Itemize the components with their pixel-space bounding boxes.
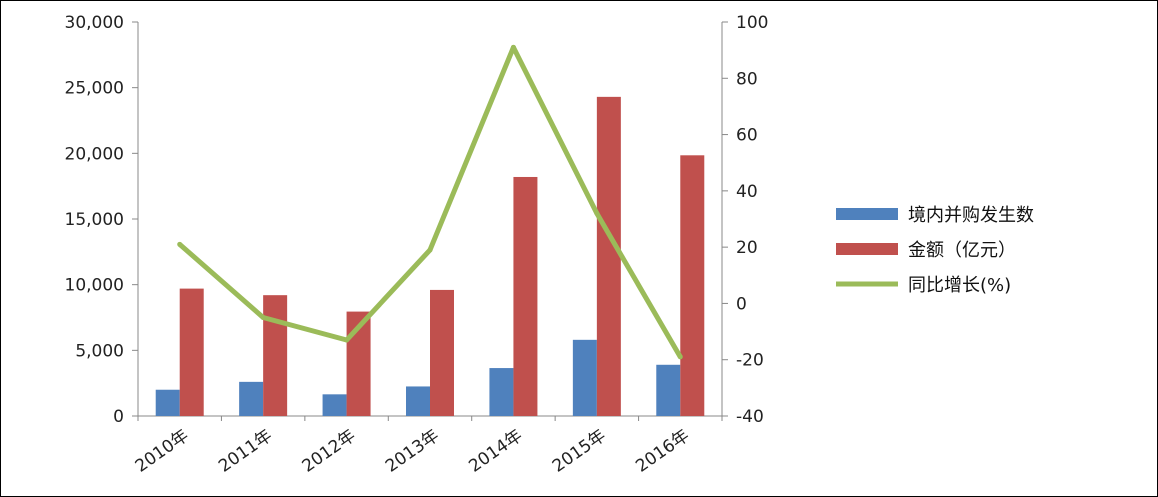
bar: [596, 96, 621, 417]
growth-line: [177, 44, 683, 360]
legend-label: 同比增长(%): [908, 275, 1011, 296]
right-tick-label: 80: [736, 69, 758, 89]
bar: [489, 368, 514, 416]
right-tick-label: -20: [736, 351, 764, 371]
bar: [430, 289, 454, 416]
x-tick-label: 2012年: [299, 426, 360, 477]
bar: [513, 176, 538, 416]
growth-point: [677, 354, 683, 360]
legend-label: 境内并购发生数: [908, 205, 1034, 226]
bar: [155, 389, 180, 416]
bar: [263, 295, 288, 416]
left-tick-label: 5,000: [75, 341, 124, 361]
legend-swatch: [836, 208, 898, 220]
left-tick-label: 30,000: [65, 13, 124, 33]
growth-point: [594, 210, 600, 216]
right-tick-label: -40: [736, 407, 764, 427]
bar: [656, 364, 681, 416]
left-tick-label: 20,000: [65, 144, 124, 164]
right-tick-label: 60: [736, 126, 758, 146]
growth-point: [344, 337, 350, 343]
x-tick-label: 2015年: [549, 426, 610, 477]
right-tick-label: 0: [736, 294, 747, 314]
bar: [572, 339, 597, 416]
growth-point: [260, 315, 266, 320]
right-tick-label: 100: [736, 13, 768, 33]
x-tick-label: 2016年: [632, 426, 693, 477]
x-tick-label: 2011年: [215, 426, 276, 477]
growth-point: [427, 247, 433, 253]
growth-point: [510, 44, 516, 50]
bar: [239, 381, 264, 416]
bar: [680, 155, 705, 416]
left-tick-label: 15,000: [65, 210, 124, 230]
left-tick-label: 0: [113, 407, 124, 427]
growth-point: [177, 241, 183, 247]
right-tick-label: 40: [736, 182, 758, 202]
bars: [155, 96, 705, 417]
right-tick-label: 20: [736, 238, 758, 258]
legend-swatch: [836, 243, 898, 255]
legend-label: 金额（亿元）: [908, 240, 1016, 261]
bar: [179, 288, 204, 416]
x-tick-label: 2010年: [132, 426, 193, 477]
x-tick-label: 2014年: [465, 426, 526, 477]
x-tick-label: 2013年: [382, 426, 443, 477]
bar: [406, 386, 430, 416]
left-tick-label: 25,000: [65, 79, 124, 99]
left-tick-label: 10,000: [65, 276, 124, 296]
bar: [322, 394, 347, 416]
